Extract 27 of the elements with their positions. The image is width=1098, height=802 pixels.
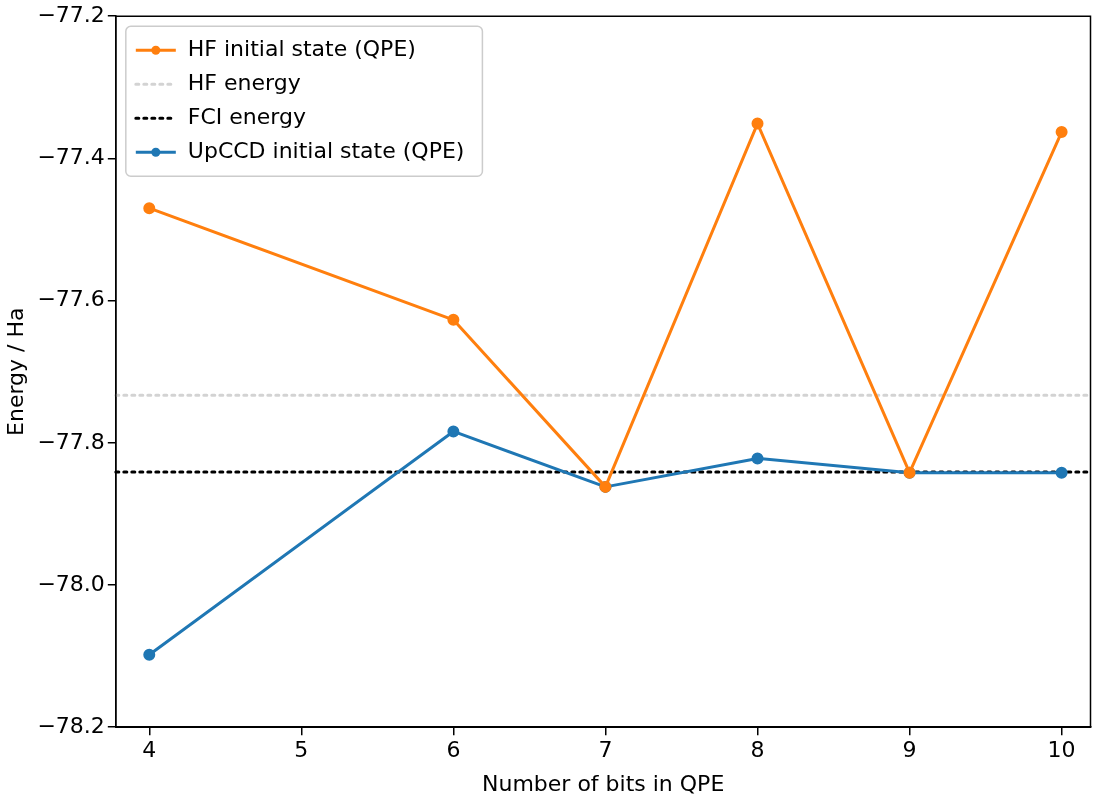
point: [447, 425, 460, 438]
x-tick-label: 5: [294, 737, 309, 763]
y-tick-label: −78.0: [37, 570, 105, 596]
y-axis-title: Energy / Ha: [2, 307, 28, 436]
point: [751, 117, 764, 130]
x-tick-label: 6: [446, 737, 461, 763]
point: [751, 452, 764, 465]
point: [1055, 126, 1068, 139]
y-tick-label: −78.2: [37, 712, 105, 738]
legend-label: HF energy: [187, 69, 301, 95]
x-tick-label: 7: [598, 737, 613, 763]
point: [447, 313, 460, 326]
x-tick-label: 9: [902, 737, 917, 763]
x-axis-title: Number of bits in QPE: [482, 770, 725, 796]
y-tick-label: −77.2: [37, 1, 105, 27]
x-tick-label: 4: [142, 737, 157, 763]
y-tick-label: −77.8: [37, 428, 105, 454]
point: [143, 202, 156, 215]
x-tick-label: 8: [750, 737, 765, 763]
point: [1055, 466, 1068, 479]
point: [143, 648, 156, 661]
legend-label: HF initial state (QPE): [187, 35, 416, 61]
y-tick-label: −77.6: [37, 286, 105, 312]
legend-label: FCI energy: [187, 103, 306, 129]
y-tick-label: −77.4: [37, 144, 105, 170]
x-tick-label: 10: [1047, 737, 1076, 763]
legend-label: UpCCD initial state (QPE): [187, 137, 465, 163]
